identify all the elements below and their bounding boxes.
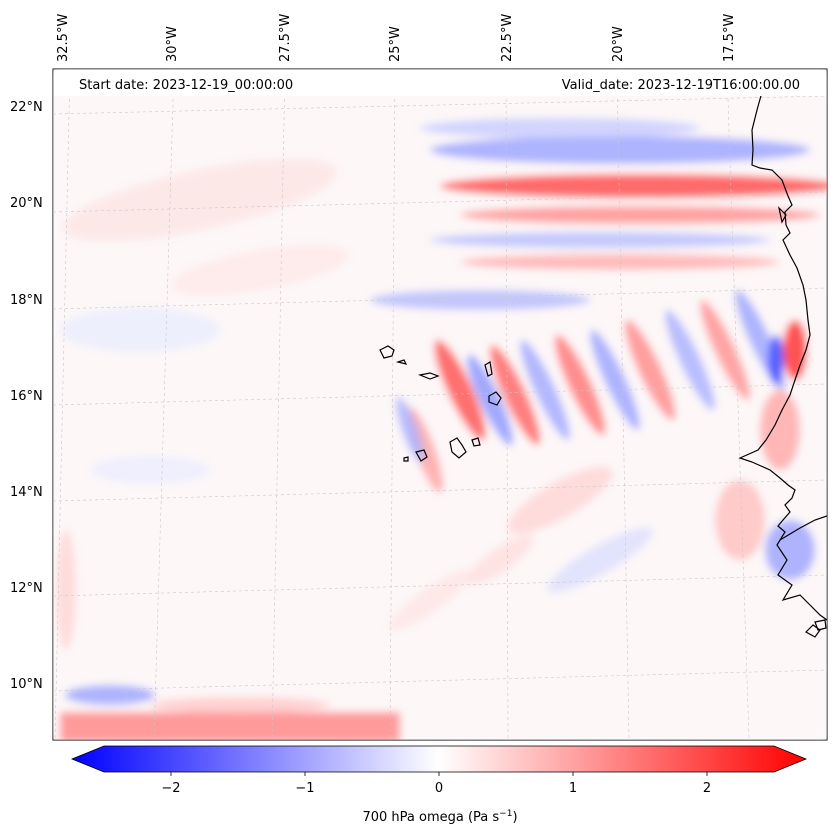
lat-labels: 22°N 20°N 18°N 16°N 14°N 12°N 10°N — [10, 100, 43, 692]
coastlines — [379, 91, 827, 638]
colorbar-ticks — [170, 772, 708, 776]
lon-label: 25°W — [388, 26, 403, 62]
lat-label: 14°N — [10, 485, 43, 500]
colorbar-tick-label: 1 — [569, 781, 577, 796]
colorbar-label: 700 hPa omega (Pa s−1) — [362, 809, 517, 825]
lon-label: 30°W — [165, 26, 180, 62]
header-band — [54, 70, 826, 96]
colorbar-tick-label: −2 — [161, 781, 180, 796]
lat-label: 18°N — [10, 293, 43, 308]
lat-label: 12°N — [10, 581, 43, 596]
lon-label: 27.5°W — [278, 14, 293, 62]
graticule — [53, 69, 827, 740]
colorbar-tick-label: 2 — [703, 781, 711, 796]
colorbar: −2 −1 0 1 2 700 hPa omega (Pa s−1) — [70, 745, 808, 825]
omega-field — [53, 69, 827, 740]
lat-label: 22°N — [10, 100, 43, 115]
lon-label: 20°W — [611, 26, 626, 62]
lat-label: 10°N — [10, 677, 43, 692]
lon-label: 17.5°W — [722, 14, 737, 62]
colorbar-bar — [70, 745, 808, 773]
lon-labels: 32.5°W 30°W 27.5°W 25°W 22.5°W 20°W 17.5… — [56, 14, 737, 62]
colorbar-tick-label: −1 — [295, 781, 314, 796]
lon-label: 22.5°W — [500, 14, 515, 62]
lat-label: 20°N — [10, 196, 43, 211]
lat-label: 16°N — [10, 389, 43, 404]
colorbar-tick-label: 0 — [435, 781, 443, 796]
start-date-text: Start date: 2023-12-19_00:00:00 — [79, 78, 294, 93]
lon-label: 32.5°W — [56, 14, 71, 62]
valid-date-text: Valid_date: 2023-12-19T16:00:00.00 — [561, 78, 800, 93]
